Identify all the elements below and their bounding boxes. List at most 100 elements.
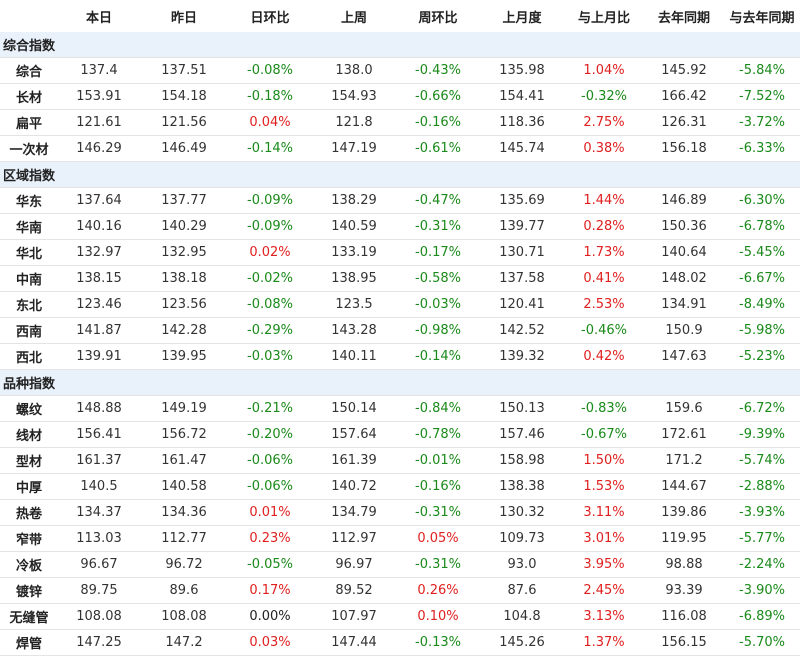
header-row: 本日 昨日 日环比 上周 周环比 上月度 与上月比 去年同期 与去年同期 (0, 0, 800, 32)
row-label: 西北 (0, 343, 58, 370)
value-cell: 142.28 (140, 317, 228, 344)
header-cell-today: 本日 (58, 0, 140, 32)
value-cell: 108.08 (58, 603, 140, 630)
value-cell: 139.86 (644, 499, 724, 526)
change-cell: -0.02% (228, 265, 312, 292)
change-cell: -0.46% (564, 317, 644, 344)
value-cell: 147.63 (644, 343, 724, 370)
change-cell: -5.74% (724, 447, 800, 474)
change-cell: -0.03% (228, 343, 312, 370)
change-cell: 1.44% (564, 187, 644, 214)
change-cell: 2.53% (564, 291, 644, 318)
change-cell: -5.77% (724, 525, 800, 552)
value-cell: 156.41 (58, 421, 140, 448)
change-cell: -0.31% (396, 213, 480, 240)
header-cell-yesterday: 昨日 (140, 0, 228, 32)
change-cell: -6.30% (724, 187, 800, 214)
table-row: 型材 161.37 161.47 -0.06% 161.39 -0.01% 158.98 1.… (0, 447, 800, 474)
change-cell: 0.05% (396, 525, 480, 552)
value-cell: 140.59 (312, 213, 396, 240)
change-cell: 0.03% (228, 629, 312, 656)
header-cell-yearly-change: 与去年同期 (724, 0, 800, 32)
value-cell: 140.11 (312, 343, 396, 370)
table-body: 综合指数 综合 137.4 137.51 -0.08% 138.0 -0.43% 135.98… (0, 32, 800, 656)
value-cell: 156.15 (644, 629, 724, 656)
row-label: 东北 (0, 291, 58, 318)
change-cell: -6.78% (724, 213, 800, 240)
value-cell: 139.95 (140, 343, 228, 370)
value-cell: 140.64 (644, 239, 724, 266)
row-label: 西南 (0, 317, 58, 344)
change-cell: 1.37% (564, 629, 644, 656)
table-row: 扁平 121.61 121.56 0.04% 121.8 -0.16% 118.36 2.75… (0, 109, 800, 136)
value-cell: 104.8 (480, 603, 564, 630)
value-cell: 130.71 (480, 239, 564, 266)
change-cell: -5.98% (724, 317, 800, 344)
value-cell: 146.49 (140, 135, 228, 162)
table-row: 东北 123.46 123.56 -0.08% 123.5 -0.03% 120.41 2.5… (0, 291, 800, 318)
value-cell: 132.97 (58, 239, 140, 266)
value-cell: 121.61 (58, 109, 140, 136)
value-cell: 113.03 (58, 525, 140, 552)
value-cell: 153.91 (58, 83, 140, 110)
change-cell: -8.49% (724, 291, 800, 318)
change-cell: -0.58% (396, 265, 480, 292)
value-cell: 142.52 (480, 317, 564, 344)
change-cell: -0.67% (564, 421, 644, 448)
table-row: 华东 137.64 137.77 -0.09% 138.29 -0.47% 135.69 1.… (0, 187, 800, 214)
value-cell: 119.95 (644, 525, 724, 552)
value-cell: 147.19 (312, 135, 396, 162)
change-cell: -0.83% (564, 395, 644, 422)
value-cell: 137.4 (58, 57, 140, 84)
change-cell: -9.39% (724, 421, 800, 448)
table-row: 综合 137.4 137.51 -0.08% 138.0 -0.43% 135.98 1.04… (0, 57, 800, 84)
value-cell: 156.72 (140, 421, 228, 448)
header-cell-daily-change: 日环比 (228, 0, 312, 32)
change-cell: -0.21% (228, 395, 312, 422)
change-cell: 1.53% (564, 473, 644, 500)
value-cell: 166.42 (644, 83, 724, 110)
row-label: 华北 (0, 239, 58, 266)
value-cell: 107.97 (312, 603, 396, 630)
value-cell: 134.79 (312, 499, 396, 526)
change-cell: -2.24% (724, 551, 800, 578)
change-cell: -7.52% (724, 83, 800, 110)
value-cell: 134.36 (140, 499, 228, 526)
change-cell: 1.50% (564, 447, 644, 474)
table-row: 线材 156.41 156.72 -0.20% 157.64 -0.78% 157.46 -0… (0, 421, 800, 448)
change-cell: -0.32% (564, 83, 644, 110)
change-cell: -0.61% (396, 135, 480, 162)
change-cell: -0.31% (396, 499, 480, 526)
change-cell: -0.06% (228, 447, 312, 474)
change-cell: -0.03% (396, 291, 480, 318)
change-cell: -0.05% (228, 551, 312, 578)
change-cell: -2.88% (724, 473, 800, 500)
value-cell: 150.9 (644, 317, 724, 344)
value-cell: 154.18 (140, 83, 228, 110)
row-label: 无缝管 (0, 603, 58, 630)
section-header-row: 区域指数 (0, 161, 800, 188)
change-cell: 0.41% (564, 265, 644, 292)
value-cell: 112.77 (140, 525, 228, 552)
change-cell: 3.01% (564, 525, 644, 552)
table-row: 镀锌 89.75 89.6 0.17% 89.52 0.26% 87.6 2.45% 93.39… (0, 577, 800, 604)
value-cell: 137.51 (140, 57, 228, 84)
header-cell-name (0, 0, 58, 32)
value-cell: 144.67 (644, 473, 724, 500)
value-cell: 158.98 (480, 447, 564, 474)
change-cell: -0.47% (396, 187, 480, 214)
value-cell: 147.44 (312, 629, 396, 656)
table-row: 热卷 134.37 134.36 0.01% 134.79 -0.31% 130.32 3.1… (0, 499, 800, 526)
value-cell: 123.46 (58, 291, 140, 318)
change-cell: -6.72% (724, 395, 800, 422)
change-cell: -0.18% (228, 83, 312, 110)
change-cell: -5.23% (724, 343, 800, 370)
row-label: 扁平 (0, 109, 58, 136)
value-cell: 93.39 (644, 577, 724, 604)
value-cell: 93.0 (480, 551, 564, 578)
change-cell: -3.93% (724, 499, 800, 526)
value-cell: 147.25 (58, 629, 140, 656)
row-label: 一次材 (0, 135, 58, 162)
section-title: 综合指数 (0, 32, 800, 58)
